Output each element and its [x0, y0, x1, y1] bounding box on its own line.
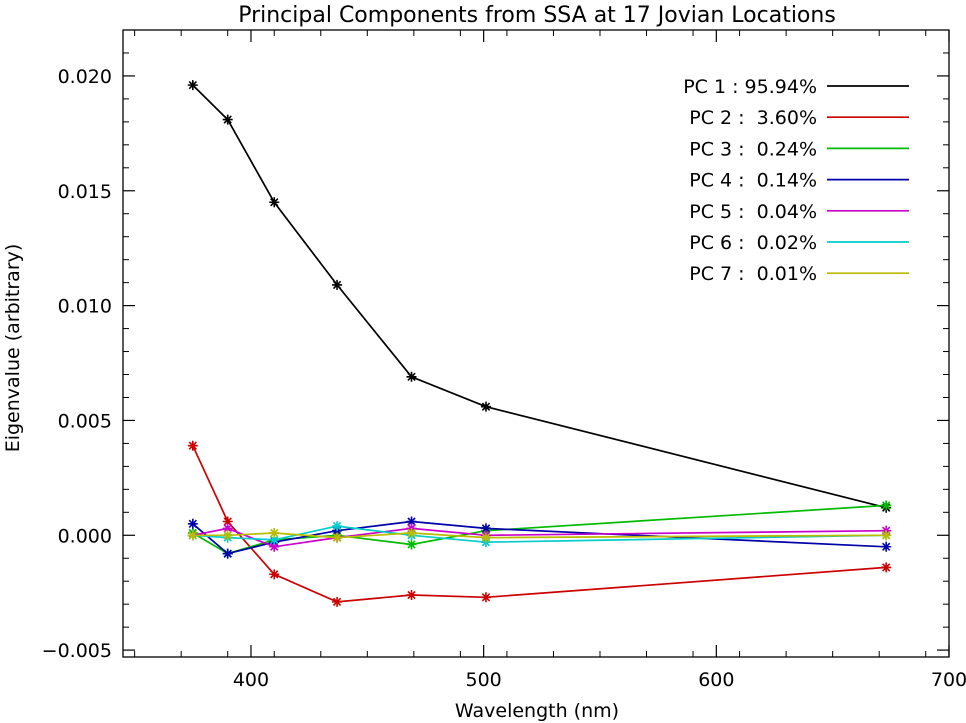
data-point [222, 523, 233, 534]
legend-label: PC 5 : 0.04% [689, 201, 817, 223]
legend-label: PC 4 : 0.14% [689, 170, 817, 192]
data-point [332, 521, 343, 532]
y-tick-label: 0.010 [58, 296, 112, 318]
legend-label: PC 1 : 95.94% [683, 76, 817, 98]
legend-label: PC 3 : 0.24% [689, 138, 817, 160]
y-tick-label: −0.005 [42, 640, 112, 662]
axes: 400 500 600 700 −0.005 0.000 0.005 0.010 0.015 0.… [42, 30, 966, 691]
data-point [332, 596, 343, 607]
data-point [187, 80, 198, 91]
series-pc-3 [187, 500, 892, 559]
data-point [187, 518, 198, 529]
data-point [881, 530, 892, 541]
data-point [406, 539, 417, 550]
data-point [269, 527, 280, 538]
data-point [222, 530, 233, 541]
data-point [269, 197, 280, 208]
x-tick-label: 500 [466, 669, 502, 691]
data-point [480, 401, 491, 412]
data-point [332, 279, 343, 290]
x-axis-label: Wavelength (nm) [455, 700, 619, 722]
series-pc-7 [187, 527, 892, 543]
data-point [406, 516, 417, 527]
legend: PC 1 : 95.94% PC 2 : 3.60% PC 3 : 0.24% PC … [683, 76, 909, 285]
data-point [881, 562, 892, 573]
legend-label: PC 2 : 3.60% [689, 107, 817, 129]
data-point [406, 589, 417, 600]
data-point [406, 527, 417, 538]
legend-label: PC 7 : 0.01% [689, 263, 817, 285]
x-tick-label: 600 [698, 669, 734, 691]
data-point [332, 532, 343, 543]
series-layer [187, 80, 892, 607]
data-point [480, 592, 491, 603]
y-tick-label: 0.020 [58, 66, 112, 88]
data-point [480, 532, 491, 543]
y-axis-label: Eigenvalue (arbitrary) [2, 244, 24, 453]
data-point [222, 114, 233, 125]
legend-label: PC 6 : 0.02% [689, 232, 817, 254]
data-point [269, 569, 280, 580]
y-tick-label: 0.005 [58, 410, 112, 432]
data-point [480, 523, 491, 534]
data-point [881, 500, 892, 511]
data-point [269, 534, 280, 545]
data-point [881, 541, 892, 552]
series-pc-2 [187, 440, 892, 607]
series-line [192, 504, 887, 555]
plot-frame [122, 29, 950, 658]
y-tick-label: 0.015 [58, 181, 112, 203]
y-tick-label: 0.000 [58, 525, 112, 547]
chart-title: Principal Components from SSA at 17 Jovi… [238, 3, 836, 28]
data-point [187, 530, 198, 541]
series-line [192, 445, 887, 603]
x-tick-label: 400 [233, 669, 269, 691]
data-point [222, 548, 233, 559]
x-tick-label: 700 [931, 669, 966, 691]
data-point [187, 440, 198, 451]
data-point [269, 541, 280, 552]
data-point [222, 516, 233, 527]
data-point [406, 371, 417, 382]
